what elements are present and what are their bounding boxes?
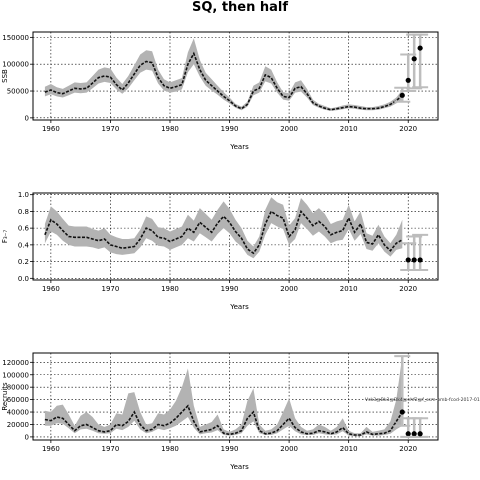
recruits-y-tick-label: 40000	[7, 409, 29, 417]
f-x-tick-label: 1980	[161, 285, 179, 293]
f-x-tick-label: 1960	[42, 285, 60, 293]
recruits-x-tick-label: 1970	[102, 445, 120, 453]
ssb-y-axis-label: SSB	[1, 69, 9, 83]
ssb-y-tick-label: 50000	[7, 88, 29, 96]
ssb-projection-point	[399, 92, 405, 98]
ssb-x-tick-label: 2010	[340, 125, 358, 133]
f-y-tick-label: 1.0	[18, 191, 29, 199]
ssb-x-tick-label: 1990	[221, 125, 239, 133]
recruits-panel: 1960 1970 1980 1990 2000 2010 2020 0 20000 40000 6…	[1, 352, 480, 471]
ssb-plot-frame	[32, 31, 439, 121]
f-y-tick-label: 0.0	[18, 275, 29, 283]
recruits-x-tick-label: 1980	[161, 445, 179, 453]
ssb-y-tick-label: 0	[25, 114, 29, 122]
recruits-y-tick-label: 80000	[7, 384, 29, 392]
chart-title: SQ, then half	[191, 0, 289, 15]
f-projection-point	[417, 257, 423, 263]
recruits-projection-point	[417, 431, 423, 437]
fishing-mortality-panel: 1960 1970 1980 1990 2000 2010 2020 0.0 0.2 0.4 0.6…	[1, 191, 439, 311]
recruits-y-tick-label: 120000	[2, 359, 29, 367]
f-x-tick-label: 2020	[399, 285, 417, 293]
recruits-projection-point	[411, 431, 417, 437]
recruits-x-tick-label: 2020	[399, 445, 417, 453]
f-confidence-band	[44, 197, 403, 259]
f-y-tick-label: 0.8	[18, 208, 29, 216]
ssb-panel: 1960 1970 1980 1990 2000 2010 2020 0 50000 100000…	[1, 31, 439, 151]
ssb-y-tick-label: 150000	[2, 34, 29, 42]
recruits-y-tick-label: 20000	[7, 421, 29, 429]
model-annotation: Vsk3@Bk3@Bk4@ehf2@f_ssm-bmb-fcod-2017-01	[365, 397, 480, 403]
f-y-axis-label: F₃₋₇	[1, 230, 9, 244]
ssb-x-tick-label: 1970	[102, 125, 120, 133]
ssb-projection-point	[411, 56, 417, 62]
recruits-x-tick-label: 2000	[280, 445, 298, 453]
recruits-x-tick-label: 1960	[42, 445, 60, 453]
ssb-x-tick-label: 2000	[280, 125, 298, 133]
ssb-y-tick-label: 100000	[2, 61, 29, 69]
ssb-projection-point	[417, 45, 423, 51]
f-y-tick-label: 0.2	[18, 258, 29, 266]
ssb-estimate-line	[44, 51, 403, 111]
f-plot-frame	[32, 192, 439, 281]
recruits-x-tick-label: 2010	[340, 445, 358, 453]
recruits-y-tick-label: 60000	[7, 396, 29, 404]
f-y-tick-label: 0.6	[18, 225, 30, 233]
recruits-y-tick-label: 100000	[2, 371, 29, 379]
f-x-tick-label: 1990	[221, 285, 239, 293]
f-x-axis-label: Years	[229, 303, 249, 311]
f-projection-point	[411, 257, 417, 263]
f-x-tick-label: 2000	[280, 285, 298, 293]
recruits-y-axis-label: Recruits	[1, 382, 9, 411]
ssb-x-axis-label: Years	[229, 143, 249, 151]
f-y-tick-label: 0.4	[18, 241, 30, 249]
ssb-x-tick-label: 1980	[161, 125, 179, 133]
recruits-projection-point	[405, 431, 411, 437]
recruits-projection-point	[399, 409, 405, 415]
f-estimate-line	[44, 209, 403, 255]
recruits-estimate-line	[44, 404, 403, 436]
ssb-x-tick-label: 1960	[42, 125, 60, 133]
ssb-projection-point	[405, 77, 411, 83]
recruits-x-tick-label: 1990	[221, 445, 239, 453]
f-projection-point	[405, 257, 411, 263]
recruits-x-axis-label: Years	[229, 463, 249, 471]
ssb-x-tick-label: 2020	[399, 125, 417, 133]
f-x-tick-label: 1970	[102, 285, 120, 293]
f-x-tick-label: 2010	[340, 285, 358, 293]
recruits-y-tick-label: 0	[25, 433, 29, 441]
recruits-confidence-band	[44, 356, 403, 437]
recruits-plot-frame	[32, 352, 439, 441]
